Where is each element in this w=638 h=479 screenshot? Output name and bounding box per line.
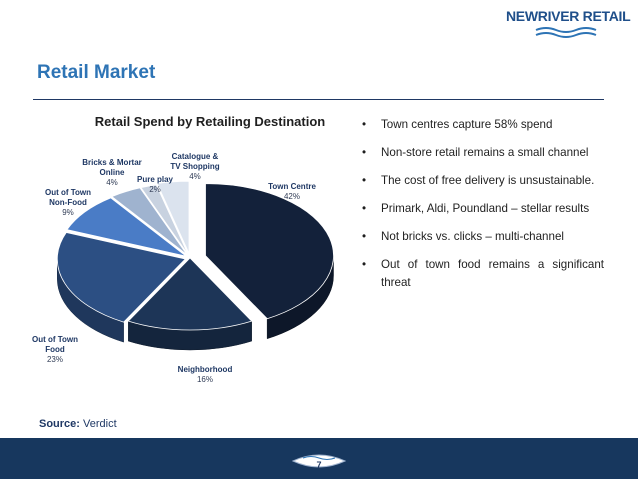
logo-text: NEWRIVER RETAIL — [506, 8, 631, 24]
slice-name: Food — [45, 345, 65, 354]
bullet-item: • Non-store retail remains a small channe… — [360, 144, 604, 162]
bullet-symbol: • — [362, 146, 367, 159]
slice-percent: 4% — [106, 178, 118, 187]
slice-label: Neighborhood 16% — [165, 365, 245, 385]
slice-name: Pure play — [136, 175, 173, 184]
bullet-item: • Out of town food remains a significant … — [360, 256, 604, 292]
chart-title: Retail Spend by Retailing Destination — [94, 114, 326, 129]
pie-slice — [66, 197, 187, 257]
bullet-symbol: • — [362, 202, 367, 215]
bullet-item: • The cost of free delivery is unsustaina… — [360, 172, 604, 190]
bullet-item: • Town centres capture 58% spend — [360, 116, 604, 134]
slice-label: Town Centre 42% — [252, 182, 332, 202]
bullet-symbol: • — [362, 258, 367, 271]
bullet-symbol: • — [362, 230, 367, 243]
slice-label: Out of Town Food 23% — [15, 335, 95, 365]
pie-slice — [156, 180, 190, 254]
slice-name: Online — [99, 168, 125, 177]
pie-slice — [205, 183, 334, 320]
title-divider — [33, 99, 604, 100]
slice-name: Non-Food — [49, 198, 87, 207]
slice-name: Catalogue & — [171, 152, 219, 161]
source-label: Source: — [39, 418, 80, 430]
brand-logo: NEWRIVER RETAIL — [506, 8, 634, 40]
pie-slice — [127, 257, 253, 331]
waves-icon — [535, 27, 597, 38]
slice-name: Neighborhood — [177, 365, 233, 374]
bullet-item: • Primark, Aldi, Poundland – stellar resu… — [360, 200, 604, 218]
slice-label: Bricks & Mortar Online 4% — [72, 158, 152, 188]
bullet-text: Out of town food remains a significant t… — [381, 258, 604, 289]
slice-name: Out of Town — [44, 188, 92, 197]
slice-label: Pure play 2% — [115, 175, 195, 195]
bullet-symbol: • — [362, 174, 367, 187]
slice-percent: 4% — [189, 172, 201, 181]
slice-percent: 2% — [149, 185, 161, 194]
slice-percent: 9% — [62, 208, 74, 217]
slice-percent: 42% — [283, 192, 300, 201]
bullet-text: Non-store retail remains a small channel — [381, 146, 589, 159]
bullet-symbol: • — [362, 118, 367, 131]
bullet-text: Town centres capture 58% spend — [381, 118, 553, 131]
slice-name: TV Shopping — [170, 162, 220, 171]
slide-title: Retail Market — [37, 62, 156, 83]
bullet-text: The cost of free delivery is unsustainab… — [381, 174, 595, 187]
pie-slice — [111, 187, 188, 256]
page-badge-icon — [291, 454, 347, 468]
bullet-item: • Not bricks vs. clicks – multi-channel — [360, 228, 604, 246]
pie-chart — [56, 180, 334, 351]
source-note: Source: Verdict — [39, 418, 117, 430]
slice-name: Bricks & Mortar — [82, 158, 142, 167]
pie-slice — [56, 232, 187, 323]
slice-percent: 16% — [196, 375, 213, 384]
source-value: Verdict — [83, 418, 117, 430]
pie-slice — [140, 184, 189, 255]
bullet-text: Not bricks vs. clicks – multi-channel — [381, 230, 564, 243]
slice-percent: 23% — [46, 355, 63, 364]
bullet-text: Primark, Aldi, Poundland – stellar resul… — [381, 202, 590, 215]
bullet-list: • Town centres capture 58% spend • Non-stor… — [360, 116, 604, 302]
slice-label: Out of Town Non-Food 9% — [28, 188, 108, 218]
slice-label: Catalogue & TV Shopping 4% — [155, 152, 235, 182]
slice-name: Town Centre — [268, 182, 316, 191]
page-number: 7 — [316, 460, 322, 470]
slice-name: Out of Town — [31, 335, 79, 344]
